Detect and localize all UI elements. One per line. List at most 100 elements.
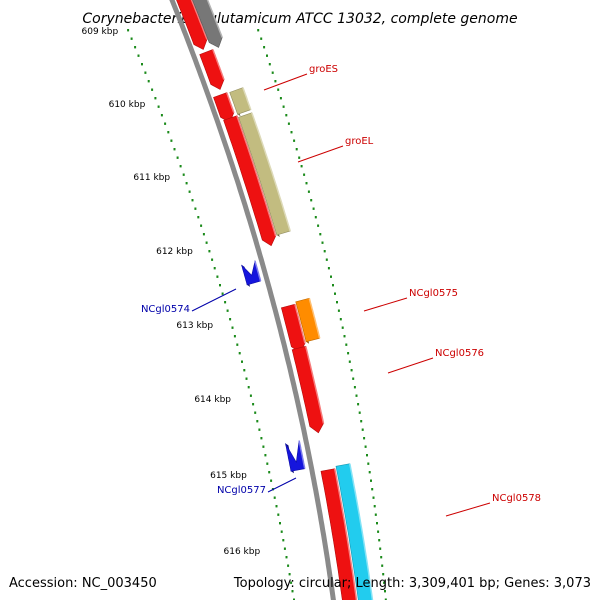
tick-track-minus [273,496,276,499]
tick-track-plus [330,275,332,278]
tick-track-plus [312,207,315,210]
tick-track-minus [202,233,205,236]
tick-track-minus [249,394,252,397]
tick-track-plus [353,386,356,389]
tick-track-plus [319,233,322,236]
gene-label-leader [263,73,308,91]
tick-track-plus [282,105,285,108]
tick-track-minus [194,207,197,210]
tick-track-plus [347,352,350,355]
tick-track-minus [179,165,182,168]
tick-track-plus [373,505,376,508]
tick-track-minus [170,139,173,142]
tick-track-plus [325,258,328,261]
tick-track-plus [366,454,368,457]
tick-track-minus [266,462,269,465]
tick-track-plus [336,301,338,304]
tick-track-minus [224,301,227,304]
kbp-tick-label: 613 kbp [176,321,213,331]
tick-track-minus [221,292,224,295]
tick-track-plus [370,479,372,482]
tick-track-minus [205,241,208,244]
tick-track-plus [345,343,348,346]
tick-track-minus [137,54,140,57]
gene-label: groES [309,64,338,75]
cds-feature-highlight [190,0,208,40]
tick-track-plus [379,547,382,550]
kbp-tick-label: 609 kbp [82,27,119,37]
backbone [169,0,336,600]
tick-track-minus [245,377,248,380]
olive-feature-highlight [242,87,252,110]
tick-track-minus [290,581,293,584]
minus-gene-feature-highlight [298,440,306,469]
tick-track-plus [383,581,386,584]
tick-track-plus [381,564,384,567]
gene-label-leader [191,288,237,312]
tick-track-minus [285,556,288,559]
tick-track-plus [321,241,324,244]
kbp-tick-label: 612 kbp [156,247,193,257]
tick-track-minus [264,454,267,457]
tick-track-minus [216,275,219,278]
tick-track-minus [229,318,232,321]
kbp-tick-label: 614 kbp [194,395,231,405]
olive-feature-highlight [251,112,291,232]
gene-label-leader [297,145,344,163]
tick-track-minus [291,590,294,593]
gene-label: NCgl0575 [409,288,458,299]
cyan-feature-highlight [349,463,374,600]
gene-label: NCgl0578 [492,493,541,504]
accession-label: Accession: NC_003450 [9,576,157,591]
kbp-tick-label: 615 kbp [210,471,247,481]
tick-track-plus [290,131,293,134]
tick-track-plus [277,88,280,91]
tick-track-plus [260,37,263,40]
cds-feature-highlight [304,346,325,424]
tick-track-minus [157,105,160,108]
tick-track-minus [288,573,291,576]
tick-track-minus [130,37,133,40]
tick-track-minus [144,71,147,74]
tick-track-plus [371,488,374,491]
tick-track-minus [241,360,243,363]
tick-track-minus [279,522,281,525]
gene-label: groEL [345,136,374,147]
tick-track-plus [348,360,351,363]
tracks: 609 kbp 610 kbp 611 kbp 612 kbp 613 kbp 614 k… [82,0,541,600]
tick-track-minus [287,564,290,567]
tick-track-plus [339,318,342,321]
tick-track-plus [327,267,330,270]
tick-track-plus [323,250,326,253]
tick-track-plus [257,29,260,32]
tick-track-plus [287,122,290,125]
tick-track-plus [303,173,306,176]
gene-label-leader [445,502,491,517]
tick-track-plus [363,437,366,440]
kbp-tick-label: 611 kbp [133,173,170,183]
tick-track-plus [368,471,371,474]
tick-track-minus [256,420,259,423]
tick-track-plus [307,190,310,193]
tick-track-plus [382,573,385,576]
gene-label: NCgl0576 [435,348,484,359]
tick-track-plus [361,428,364,431]
kbp-tick-label: 610 kbp [109,100,146,110]
gene-feature-highlight [206,0,223,38]
tick-track-plus [380,556,383,559]
tick-track-plus [268,63,271,66]
tick-track-minus [258,428,261,431]
tick-track-minus [182,173,185,176]
tick-track-plus [357,403,360,406]
tick-track-minus [252,403,255,406]
kbp-tick-label: 616 kbp [224,547,261,557]
tick-track-plus [364,445,367,448]
tick-track-plus [367,462,370,465]
tick-track-plus [332,284,334,287]
tick-track-plus [337,309,340,312]
cds-feature-highlight [333,468,358,600]
tick-track-minus [127,29,130,32]
tick-track-minus [247,386,250,389]
tick-track-minus [219,284,221,287]
gene-label: NCgl0574 [141,304,190,315]
